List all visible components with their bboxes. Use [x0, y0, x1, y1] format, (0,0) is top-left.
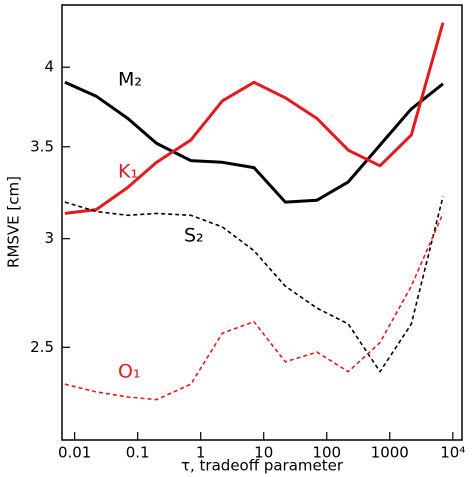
x-tick-label: 10⁴	[440, 444, 465, 462]
plot-frame	[61, 4, 463, 441]
y-tick-label: 3	[44, 229, 54, 247]
y-axis-label: RMSVE [cm]	[5, 176, 23, 268]
series-line	[64, 196, 444, 373]
x-tick-label: 10	[254, 444, 273, 462]
series-line	[64, 80, 444, 204]
series-label: S₂	[184, 225, 204, 247]
x-tick-label: 1	[196, 444, 206, 462]
x-tick-label: 0.1	[126, 444, 150, 462]
y-tick-label: 2.5	[30, 338, 54, 356]
y-tick-label: 3.5	[30, 137, 54, 155]
x-tick-label: 0.01	[58, 444, 91, 462]
series-line	[64, 213, 444, 401]
series-label: K₁	[118, 161, 138, 183]
y-tick-label: 4	[44, 58, 54, 76]
series-label: M₂	[118, 69, 142, 91]
x-tick-label: 100	[312, 444, 341, 462]
series-line	[64, 22, 445, 215]
x-axis-label: τ, tradeoff parameter	[181, 457, 344, 475]
x-tick-label: 1000	[371, 444, 409, 462]
series-label: O₁	[118, 361, 141, 383]
